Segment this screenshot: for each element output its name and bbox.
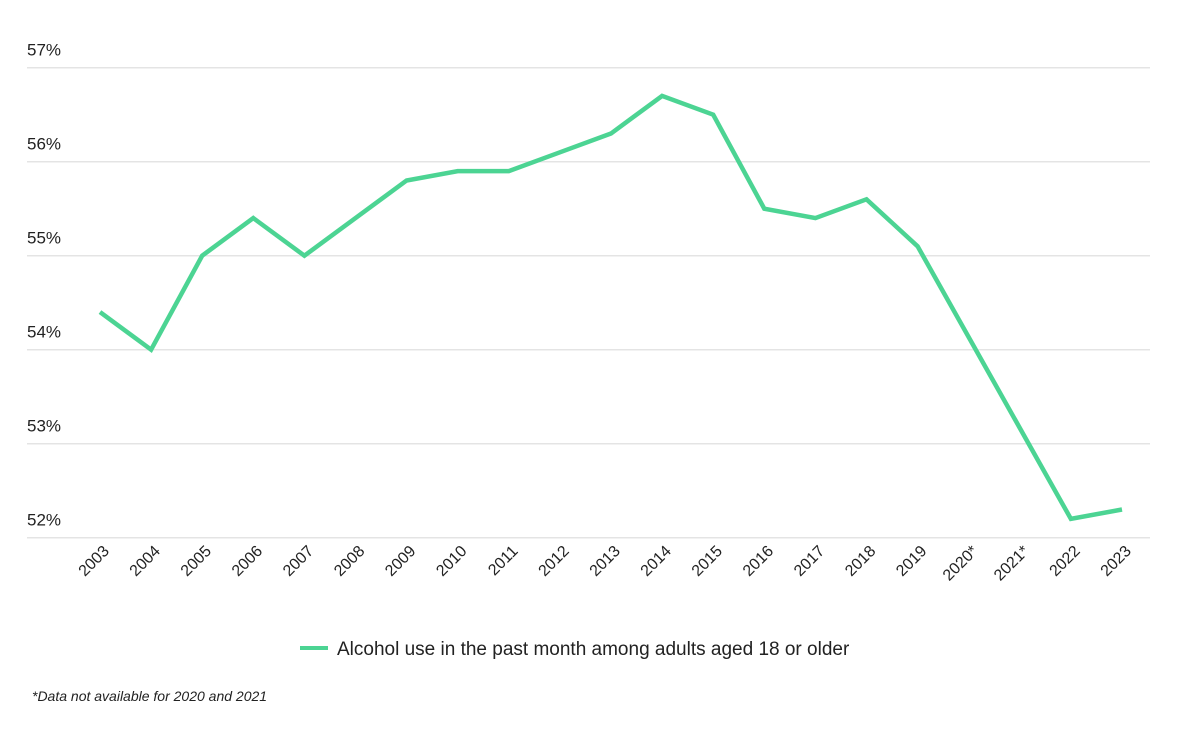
y-tick-label: 56%	[27, 135, 61, 154]
x-tick-label: 2020*	[940, 543, 982, 585]
series-line	[100, 96, 1122, 519]
x-tick-label: 2013	[587, 543, 624, 580]
legend-label: Alcohol use in the past month among adul…	[337, 639, 850, 660]
gridlines	[27, 68, 1150, 538]
x-tick-label: 2018	[842, 543, 879, 580]
legend: Alcohol use in the past month among adul…	[300, 639, 850, 660]
x-axis-ticks: 2003 2004 2005 2006 2007 2008 2009 2010 2011 2012…	[76, 543, 1135, 585]
y-tick-label: 57%	[27, 41, 61, 60]
x-tick-label: 2022	[1047, 543, 1084, 580]
x-tick-label: 2007	[280, 543, 317, 580]
x-tick-label: 2004	[127, 543, 164, 580]
y-tick-label: 54%	[27, 323, 61, 342]
x-tick-label: 2017	[791, 543, 828, 580]
y-tick-label: 55%	[27, 229, 61, 248]
series-lines	[100, 96, 1122, 519]
x-tick-label: 2011	[485, 543, 521, 579]
x-tick-label: 2016	[740, 543, 777, 580]
x-tick-label: 2006	[229, 543, 266, 580]
y-tick-label: 53%	[27, 417, 61, 436]
x-tick-label: 2014	[638, 543, 675, 580]
x-tick-label: 2021*	[991, 543, 1033, 585]
x-tick-label: 2005	[178, 543, 215, 580]
x-tick-label: 2023	[1098, 543, 1135, 580]
y-tick-label: 52%	[27, 511, 61, 530]
x-tick-label: 2019	[893, 543, 930, 580]
y-axis-ticks: 52% 53% 54% 55% 56% 57%	[27, 41, 61, 530]
footnote: *Data not available for 2020 and 2021	[32, 688, 267, 704]
x-tick-label: 2009	[382, 543, 419, 580]
x-tick-label: 2015	[689, 543, 726, 580]
x-tick-label: 2012	[536, 543, 573, 580]
x-tick-label: 2010	[433, 543, 470, 580]
x-tick-label: 2003	[76, 543, 113, 580]
x-tick-label: 2008	[331, 543, 368, 580]
